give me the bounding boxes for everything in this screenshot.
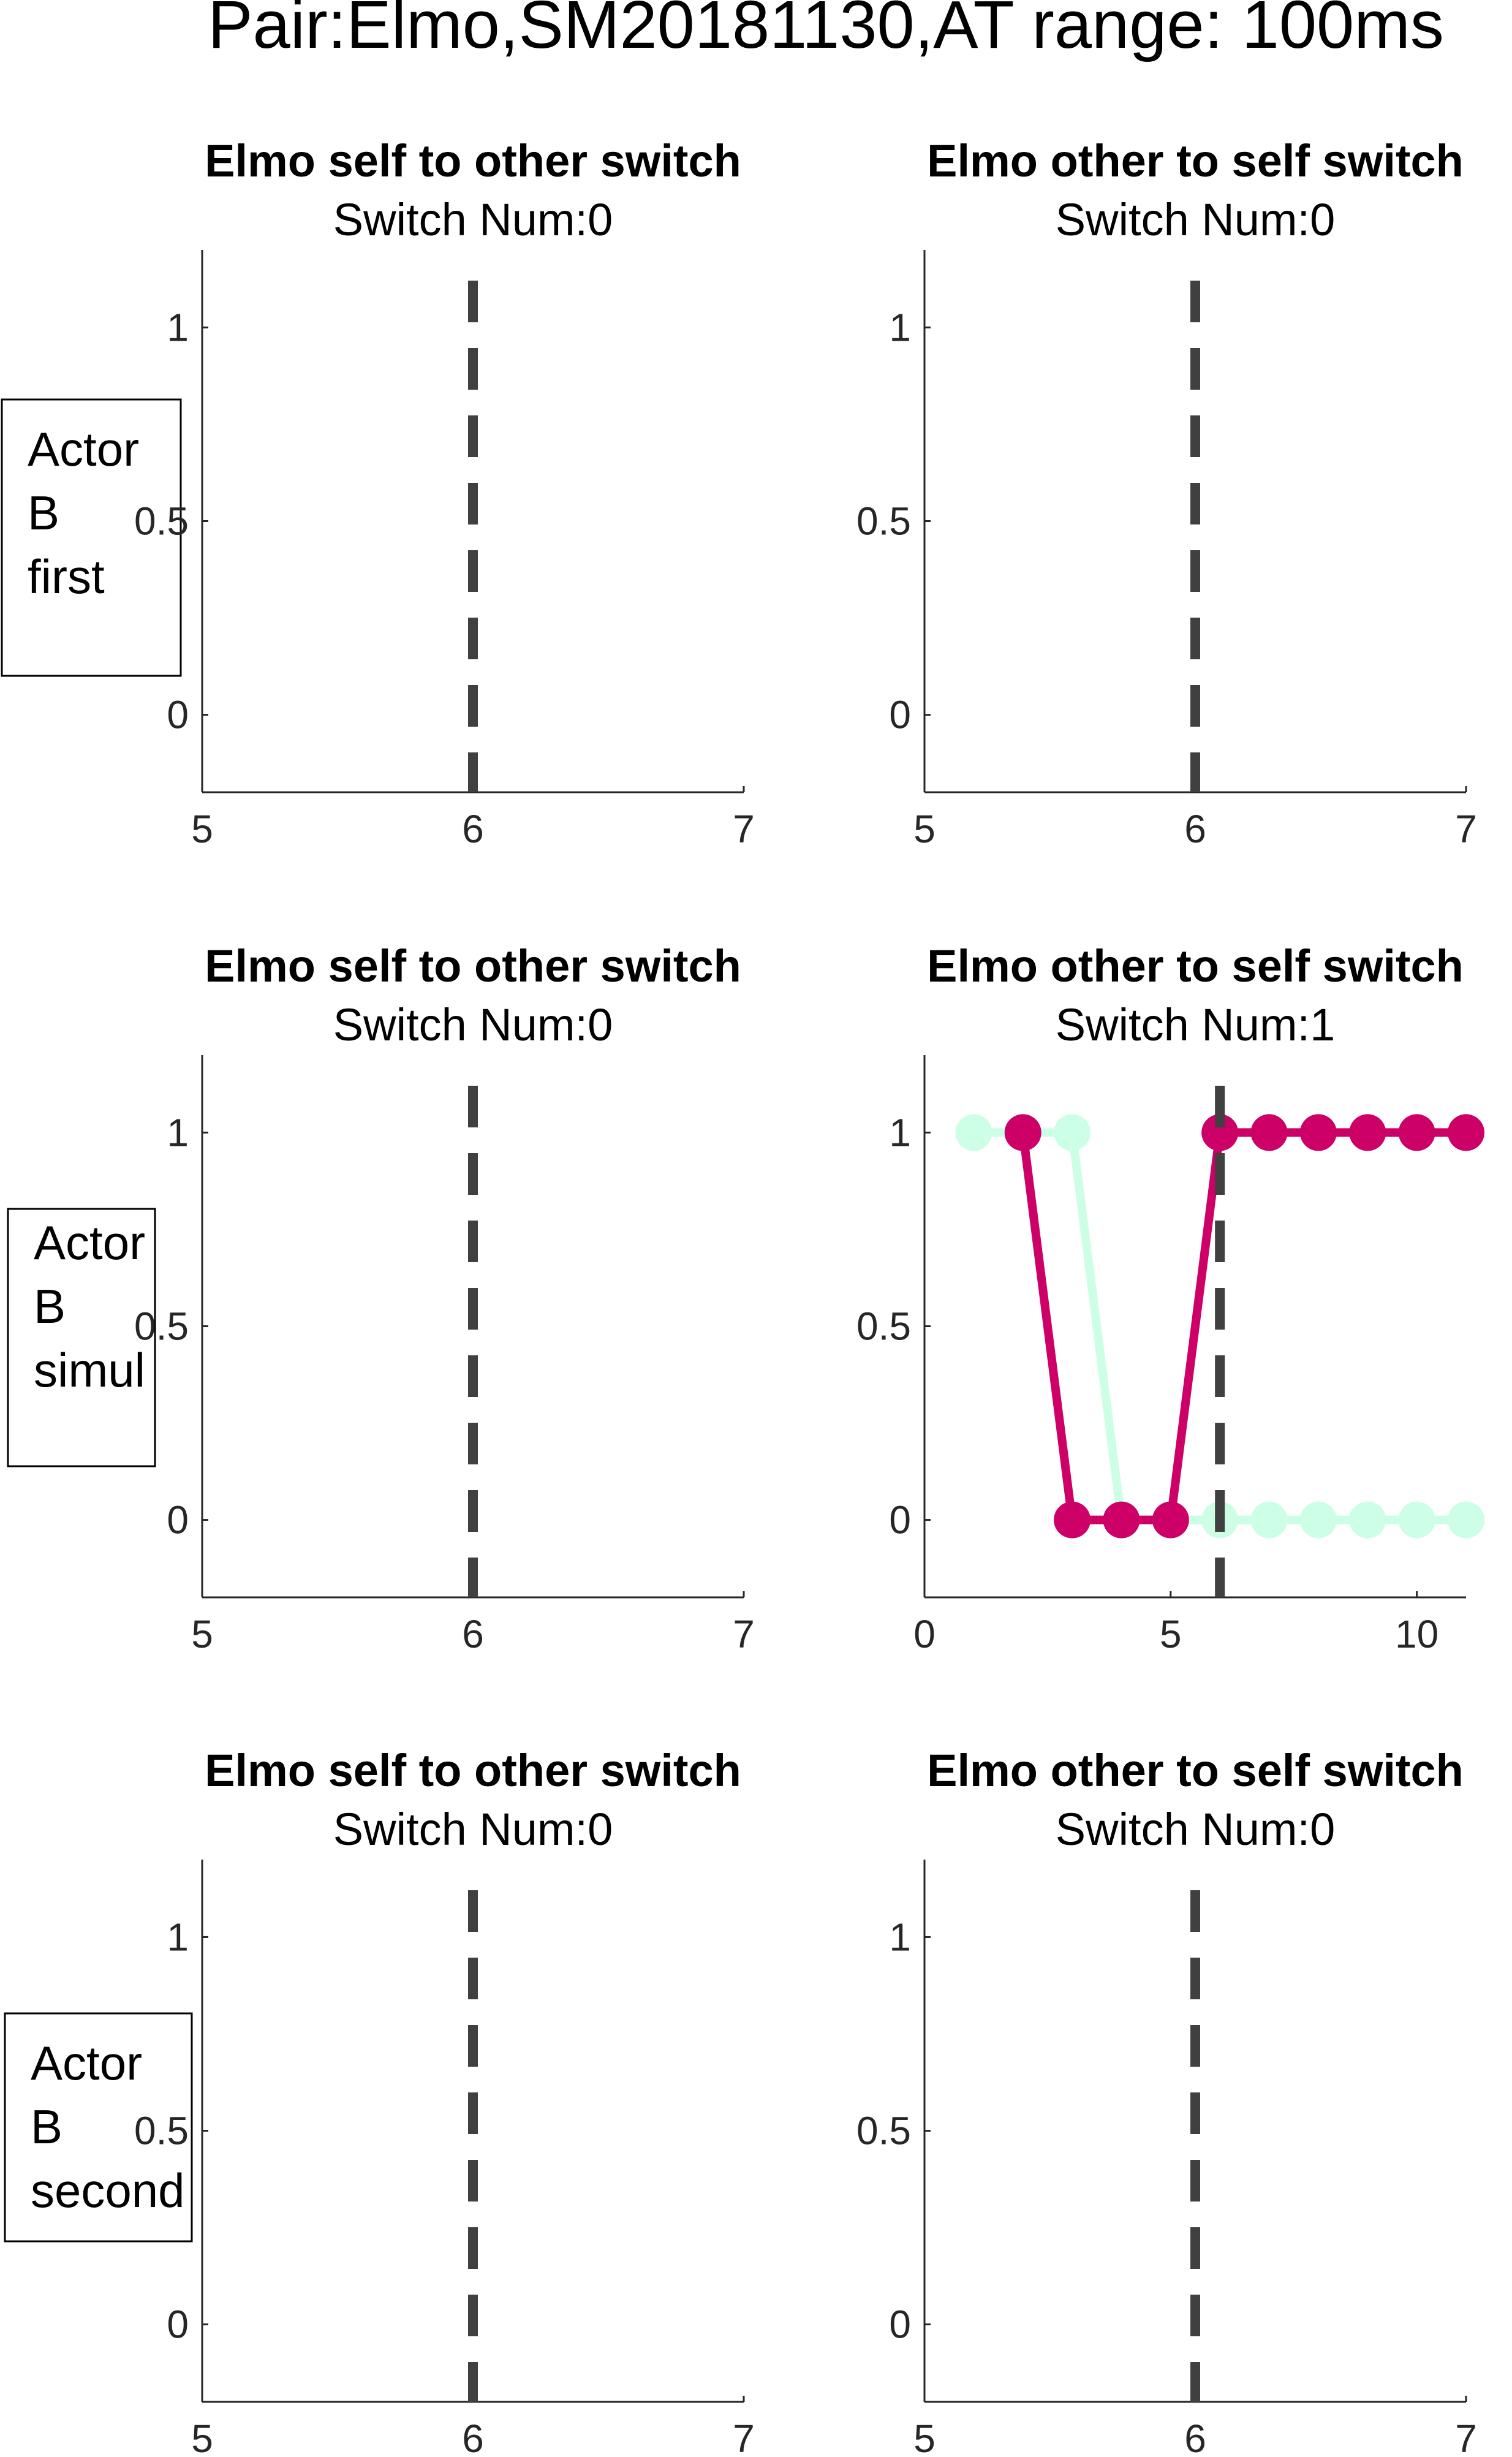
- series-point: [1299, 1501, 1337, 1539]
- subplot-subtitle: Switch Num:1: [1056, 999, 1335, 1050]
- subplot-panel: Elmo other to self switch Switch Num:1 0 5 1…: [856, 941, 1484, 1656]
- y-tick-label: 0.5: [856, 2109, 911, 2153]
- row-label-frame: [7, 1208, 156, 1467]
- series-point: [955, 1114, 992, 1151]
- row-label-line: second: [31, 2164, 185, 2217]
- x-tick-label: 7: [1455, 807, 1477, 851]
- series-point: [1398, 1501, 1435, 1539]
- x-tick-label: 6: [1184, 807, 1206, 851]
- figure-suptitle: Pair:Elmo,SM20181130,AT range: 100ms: [208, 0, 1444, 62]
- row-label-line: first: [28, 550, 105, 604]
- series-point: [1004, 1114, 1041, 1151]
- x-tick-label: 7: [1455, 2417, 1477, 2457]
- y-tick-label: 0: [889, 693, 911, 737]
- y-tick-label: 1: [167, 1110, 189, 1154]
- series-point: [1349, 1114, 1386, 1151]
- x-tick-label: 5: [1160, 1612, 1182, 1656]
- y-tick-label: 1: [167, 1915, 189, 1959]
- subplot-panel: Elmo self to other switch Switch Num:0 5 6 7…: [134, 1745, 755, 2457]
- y-tick-label: 0: [889, 2303, 911, 2347]
- subplot-subtitle: Switch Num:0: [333, 194, 613, 245]
- subplot-title: Elmo other to self switch: [927, 1745, 1464, 1796]
- x-tick-label: 5: [191, 807, 213, 851]
- series-point: [1152, 1501, 1189, 1539]
- subplot-subtitle: Switch Num:0: [333, 999, 613, 1050]
- row-label-line: Actor: [31, 2036, 142, 2090]
- y-tick-label: 0.5: [856, 499, 911, 543]
- subplot-subtitle: Switch Num:0: [1056, 1804, 1335, 1855]
- subplot-title: Elmo other to self switch: [927, 135, 1464, 186]
- x-tick-label: 5: [913, 2417, 936, 2457]
- series-point: [1349, 1501, 1386, 1539]
- series-point: [1398, 1114, 1435, 1151]
- series-point: [1448, 1114, 1484, 1151]
- x-tick-label: 6: [462, 1612, 484, 1656]
- row-label-box: Actor B first: [1, 398, 182, 677]
- series-point: [1201, 1114, 1239, 1151]
- subplot-title: Elmo self to other switch: [205, 1745, 741, 1796]
- y-tick-label: 1: [889, 305, 911, 349]
- row-label-line: B: [34, 1279, 66, 1333]
- x-tick-label: 7: [733, 807, 755, 851]
- y-tick-label: 0.5: [134, 1304, 189, 1349]
- row-label-line: B: [28, 486, 59, 540]
- y-tick-label: 0: [167, 693, 189, 737]
- row-label-line: Actor: [28, 422, 139, 476]
- subplot-title: Elmo self to other switch: [205, 135, 741, 186]
- y-tick-label: 0.5: [856, 1304, 911, 1349]
- subplot-panel: Elmo other to self switch Switch Num:0 5 6 7…: [856, 1745, 1477, 2457]
- series-point: [1448, 1501, 1484, 1539]
- y-tick-label: 0.5: [134, 499, 189, 543]
- y-tick-label: 0.5: [134, 2109, 189, 2153]
- series-point: [1250, 1114, 1288, 1151]
- y-tick-label: 1: [167, 305, 189, 349]
- subplot-panel: Elmo self to other switch Switch Num:0 5 6 7…: [134, 941, 755, 1656]
- row-label-line: B: [31, 2100, 62, 2154]
- x-tick-label: 7: [733, 2417, 755, 2457]
- subplot-title: Elmo self to other switch: [205, 941, 741, 991]
- x-tick-label: 10: [1395, 1612, 1438, 1656]
- series-point: [1054, 1501, 1091, 1539]
- row-label-frame: [4, 2012, 193, 2243]
- subplot-title: Elmo other to self switch: [927, 941, 1464, 991]
- subplot-panel: Elmo self to other switch Switch Num:0 5 6 7…: [134, 135, 755, 851]
- row-label-line: Actor: [34, 1216, 145, 1270]
- row-label-frame: [1, 398, 182, 677]
- y-tick-label: 0: [167, 2303, 189, 2347]
- series-point: [1299, 1114, 1337, 1151]
- x-tick-label: 7: [733, 1612, 755, 1656]
- row-label-line: simul: [34, 1343, 145, 1397]
- x-tick-label: 6: [1184, 2417, 1206, 2457]
- series-point: [1250, 1501, 1288, 1539]
- x-tick-label: 5: [191, 2417, 213, 2457]
- x-tick-label: 5: [191, 1612, 213, 1656]
- series-point: [1103, 1501, 1140, 1539]
- series-line: [1018, 1128, 1466, 1524]
- row-label-box: Actor B simul: [7, 1208, 156, 1467]
- y-tick-label: 1: [889, 1915, 911, 1959]
- subplot-subtitle: Switch Num:0: [1056, 194, 1335, 245]
- x-tick-label: 6: [462, 2417, 484, 2457]
- y-tick-label: 0: [167, 1498, 189, 1542]
- x-tick-label: 0: [913, 1612, 936, 1656]
- row-label-box: Actor B second: [4, 2012, 193, 2243]
- row-label-clip: Actor B simul: [34, 1216, 145, 1397]
- y-tick-label: 1: [889, 1110, 911, 1154]
- x-tick-label: 6: [462, 807, 484, 851]
- subplot-panel: Elmo other to self switch Switch Num:0 5 6 7…: [856, 135, 1477, 851]
- x-tick-label: 5: [913, 807, 936, 851]
- series-point: [1054, 1114, 1091, 1151]
- y-tick-label: 0: [889, 1498, 911, 1542]
- subplot-subtitle: Switch Num:0: [333, 1804, 613, 1855]
